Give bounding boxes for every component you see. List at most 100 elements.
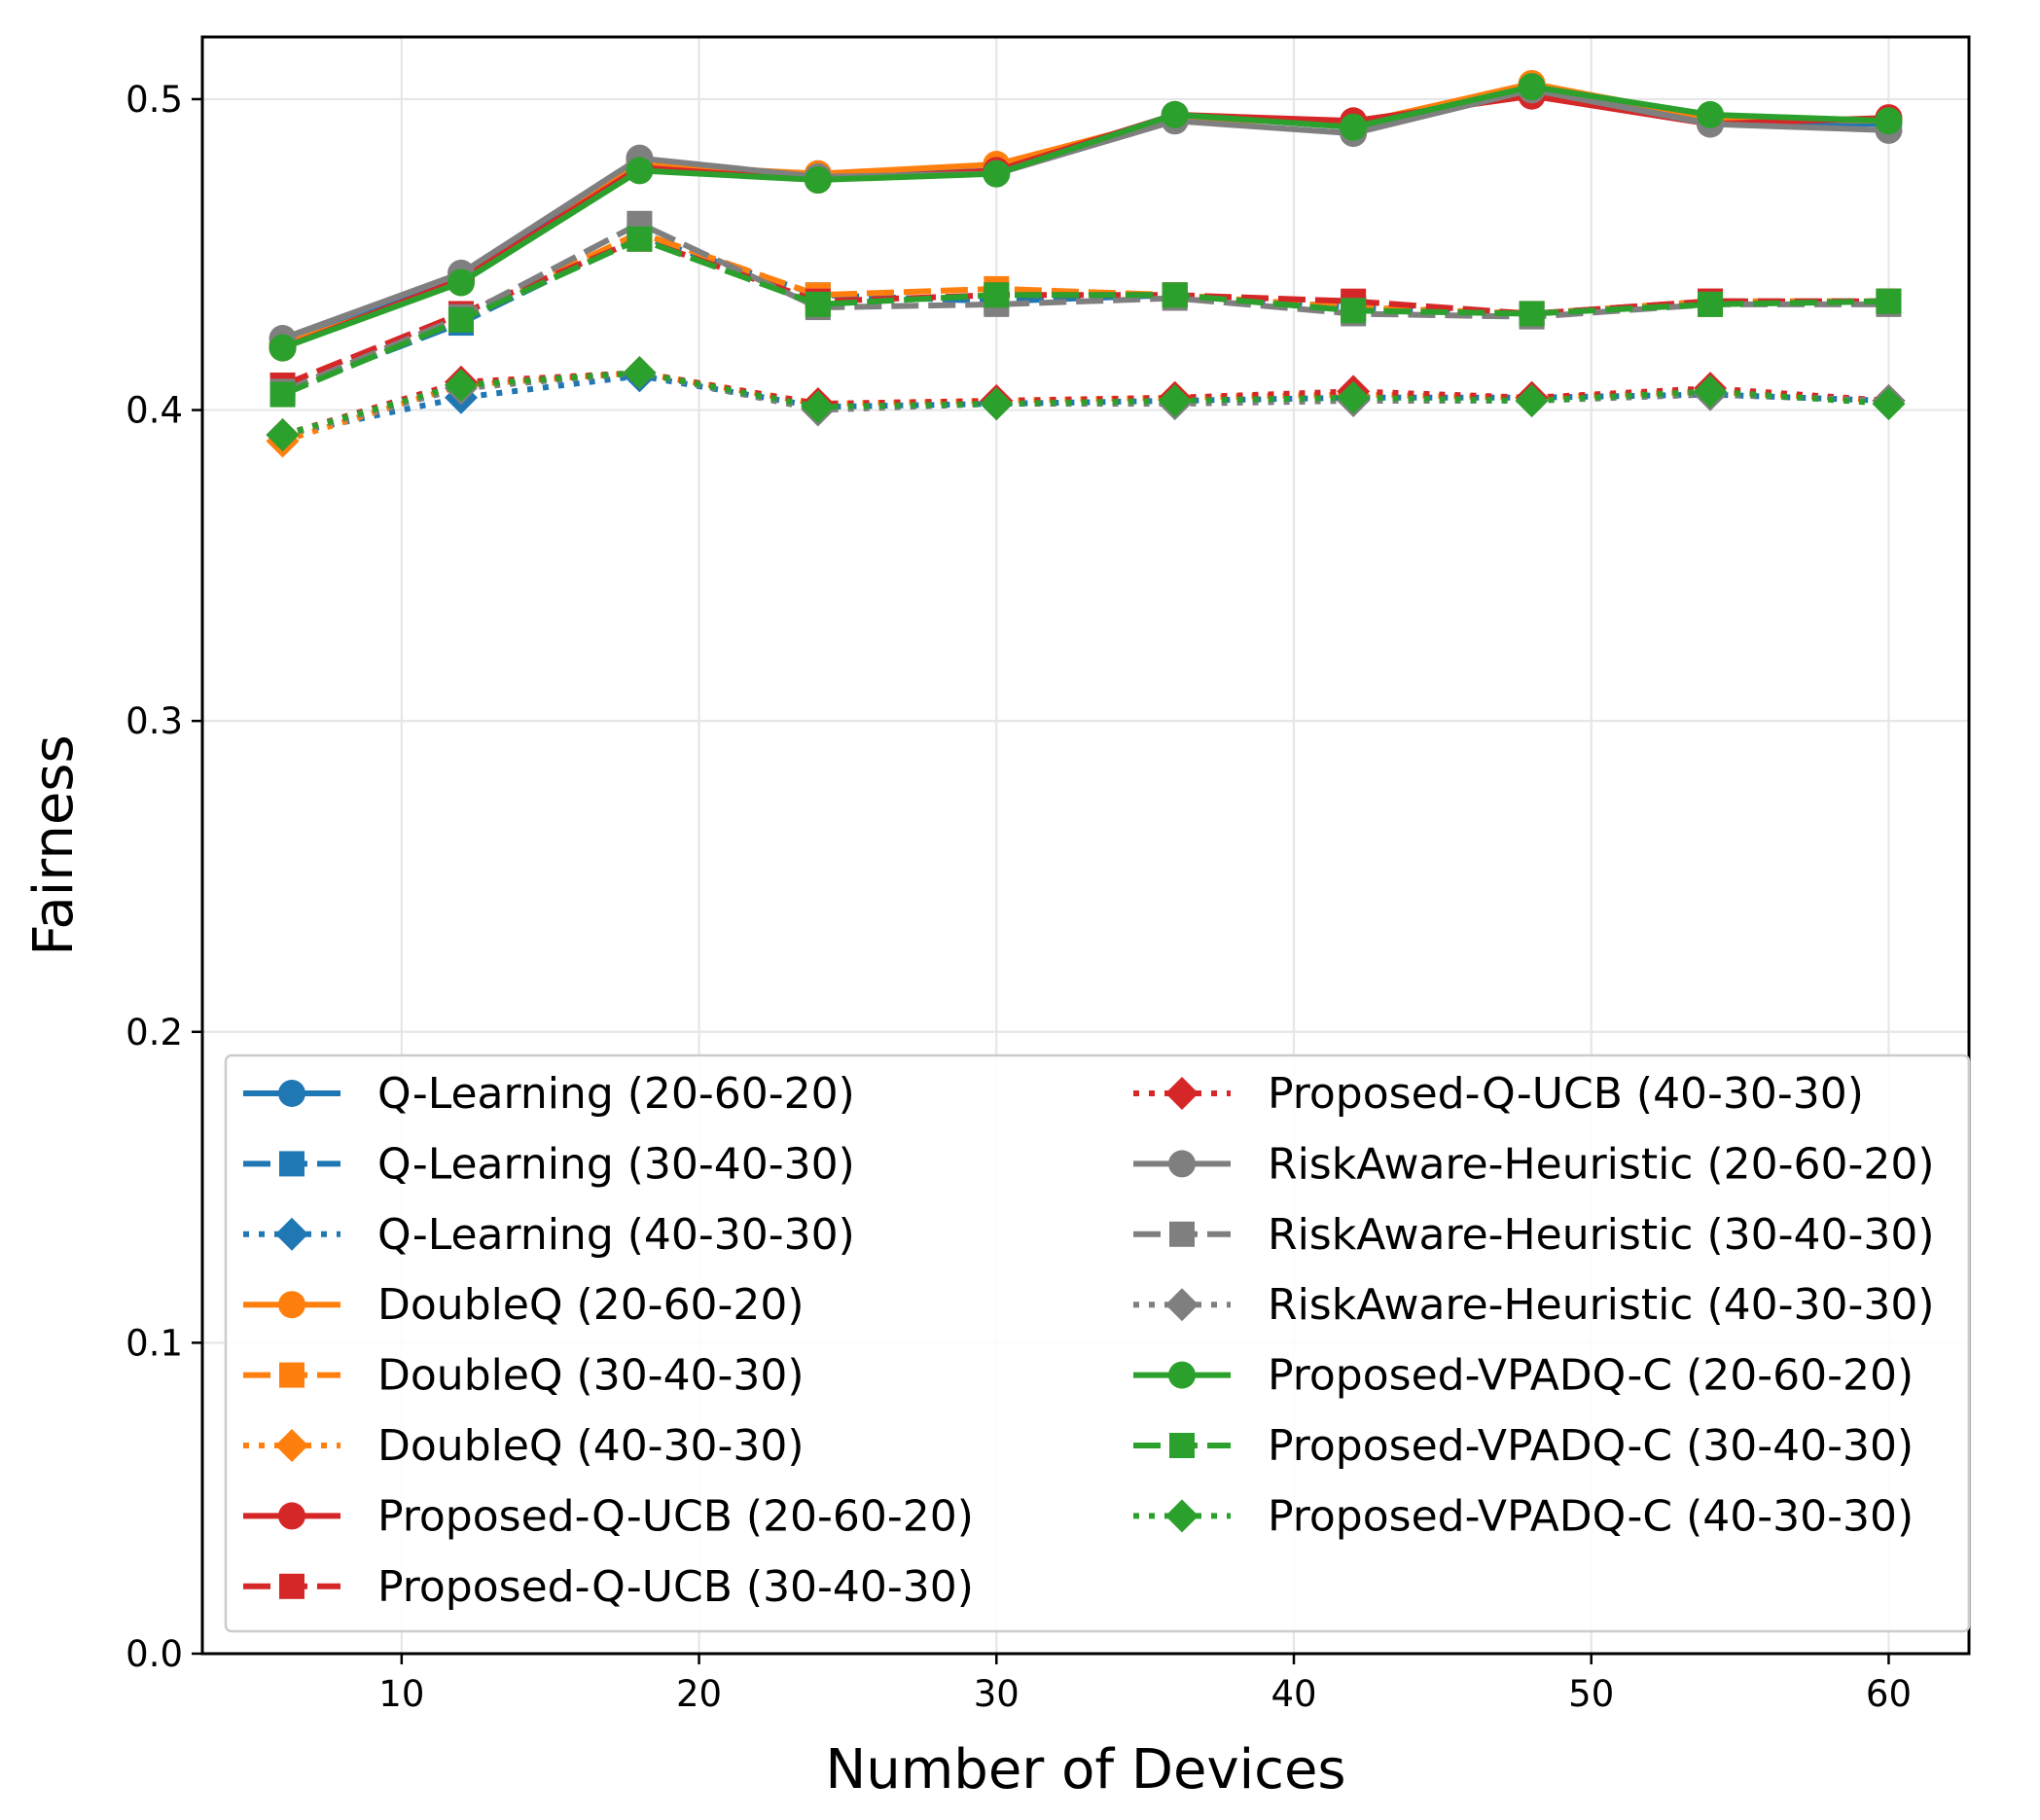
series-proposed-vpadq-c-20-60-20 [268, 73, 1903, 362]
legend-marker-circle [278, 1080, 305, 1107]
data-point-proposed-vpadq-c-20-60-20 [268, 334, 297, 362]
data-point-proposed-vpadq-c-40-30-30 [1694, 375, 1728, 409]
data-point-proposed-vpadq-c-20-60-20 [447, 268, 475, 297]
data-point-proposed-vpadq-c-30-40-30 [269, 381, 296, 408]
series-line-proposed-q-ucb-40-30-30 [281, 370, 1889, 438]
x-tick-label: 60 [1866, 1673, 1912, 1715]
legend-marker-diamond [275, 1217, 308, 1251]
y-tick-label: 0.4 [125, 390, 183, 432]
x-axis-title: Number of Devices [825, 1738, 1345, 1802]
data-point-proposed-vpadq-c-40-30-30 [1872, 387, 1906, 421]
legend-label: Proposed-Q-UCB (20-60-20) [377, 1491, 974, 1541]
series-proposed-vpadq-c-30-40-30 [269, 226, 1902, 408]
data-point-proposed-vpadq-c-30-40-30 [805, 291, 831, 317]
legend-marker-square [1169, 1433, 1195, 1458]
legend-marker-square [1169, 1221, 1195, 1247]
series-line-proposed-q-ucb-30-40-30 [281, 235, 1889, 388]
series-line-q-learning-30-40-30 [281, 232, 1889, 395]
legend-entry-riskaware-heuristic-40-30-30: RiskAware-Heuristic (40-30-30) [1133, 1280, 1935, 1330]
legend-label: DoubleQ (30-40-30) [377, 1351, 805, 1401]
x-tick-label: 50 [1568, 1673, 1614, 1715]
legend-box [224, 1053, 1971, 1633]
legend-entry-doubleq-20-60-20: DoubleQ (20-60-20) [243, 1280, 805, 1330]
y-tick-label: 0.0 [125, 1633, 183, 1675]
data-point-proposed-vpadq-c-30-40-30 [447, 306, 474, 333]
legend-entry-q-learning-20-60-20: Q-Learning (20-60-20) [243, 1069, 855, 1119]
legend-marker-square [279, 1573, 304, 1599]
legend-entry-proposed-q-ucb-30-40-30: Proposed-Q-UCB (30-40-30) [243, 1562, 974, 1612]
y-tick-label: 0.1 [125, 1322, 183, 1364]
legend-entry-proposed-q-ucb-20-60-20: Proposed-Q-UCB (20-60-20) [243, 1491, 974, 1541]
legend-label: Proposed-Q-UCB (30-40-30) [377, 1562, 974, 1612]
data-point-proposed-vpadq-c-30-40-30 [1519, 301, 1545, 327]
legend-entry-q-learning-40-30-30: Q-Learning (40-30-30) [243, 1210, 855, 1260]
series-line-doubleq-40-30-30 [281, 370, 1889, 445]
legend-label: DoubleQ (40-30-30) [377, 1421, 805, 1471]
legend-marker-diamond [1165, 1077, 1199, 1110]
legend-label: Proposed-VPADQ-C (40-30-30) [1268, 1491, 1914, 1541]
legend-marker-circle [278, 1502, 305, 1530]
legend-label: Q-Learning (30-40-30) [377, 1139, 855, 1189]
y-tick-label: 0.3 [125, 700, 183, 742]
legend-marker-circle [1168, 1361, 1196, 1389]
legend-marker-circle [278, 1291, 305, 1319]
data-point-proposed-vpadq-c-40-30-30 [623, 356, 657, 390]
data-point-proposed-vpadq-c-20-60-20 [1697, 100, 1725, 128]
legend-label: Proposed-Q-UCB (40-30-30) [1268, 1069, 1864, 1119]
data-point-proposed-vpadq-c-30-40-30 [1876, 288, 1902, 314]
data-point-proposed-vpadq-c-40-30-30 [980, 387, 1014, 421]
legend-entry-q-learning-30-40-30: Q-Learning (30-40-30) [243, 1139, 855, 1189]
series-group [266, 69, 1906, 458]
series-line-proposed-vpadq-c-40-30-30 [281, 370, 1889, 438]
legend-marker-diamond [275, 1429, 308, 1462]
data-point-proposed-vpadq-c-20-60-20 [804, 166, 832, 195]
series-line-doubleq-30-40-30 [281, 230, 1889, 395]
data-point-proposed-vpadq-c-30-40-30 [1698, 291, 1724, 317]
data-point-proposed-vpadq-c-20-60-20 [1518, 73, 1546, 101]
data-point-proposed-vpadq-c-20-60-20 [983, 160, 1011, 188]
plot-frame [200, 35, 1971, 1656]
data-point-proposed-vpadq-c-40-30-30 [1515, 383, 1549, 417]
data-point-proposed-vpadq-c-30-40-30 [1341, 298, 1367, 324]
legend-marker-square [279, 1151, 304, 1177]
legend-marker-circle [1168, 1150, 1196, 1178]
legend-marker-square [279, 1362, 304, 1388]
data-point-proposed-vpadq-c-30-40-30 [626, 226, 653, 252]
legend-entry-proposed-vpadq-c-20-60-20: Proposed-VPADQ-C (20-60-20) [1133, 1351, 1914, 1401]
series-doubleq-40-30-30 [266, 356, 1906, 458]
data-point-proposed-vpadq-c-20-60-20 [626, 157, 654, 185]
data-point-proposed-vpadq-c-40-30-30 [1337, 380, 1371, 414]
data-point-proposed-vpadq-c-20-60-20 [1340, 113, 1368, 141]
series-line-riskaware-heuristic-20-60-20 [281, 87, 1889, 341]
legend-entry-proposed-q-ucb-40-30-30: Proposed-Q-UCB (40-30-30) [1133, 1069, 1864, 1119]
x-tick-label: 30 [974, 1673, 1020, 1715]
data-point-proposed-vpadq-c-40-30-30 [266, 418, 300, 452]
data-point-proposed-vpadq-c-40-30-30 [444, 368, 478, 402]
x-tick-label: 10 [378, 1673, 424, 1715]
series-line-proposed-vpadq-c-30-40-30 [281, 235, 1889, 398]
legend-label: Q-Learning (40-30-30) [377, 1210, 855, 1260]
legend-entries: Q-Learning (20-60-20) Q-Learning (30-40-3… [243, 1069, 1935, 1612]
legend-entry-proposed-vpadq-c-30-40-30: Proposed-VPADQ-C (30-40-30) [1133, 1421, 1914, 1471]
axis-ticks: 10 20 30 40 50 60 0.0 0.1 0.2 0.3 0.4 0.5 [125, 79, 1912, 1715]
series-proposed-q-ucb-20-60-20 [268, 82, 1903, 362]
legend-label: RiskAware-Heuristic (20-60-20) [1268, 1139, 1935, 1189]
x-tick-label: 20 [676, 1673, 722, 1715]
legend-label: Proposed-VPADQ-C (20-60-20) [1268, 1351, 1914, 1401]
data-point-proposed-vpadq-c-40-30-30 [1158, 383, 1192, 417]
legend-marker-diamond [1165, 1499, 1199, 1533]
legend-entry-doubleq-40-30-30: DoubleQ (40-30-30) [243, 1421, 805, 1471]
data-point-proposed-vpadq-c-20-60-20 [1161, 100, 1189, 128]
series-proposed-vpadq-c-40-30-30 [266, 356, 1906, 452]
legend-entry-riskaware-heuristic-30-40-30: RiskAware-Heuristic (30-40-30) [1133, 1210, 1935, 1260]
legend-label: Q-Learning (20-60-20) [377, 1069, 855, 1119]
series-line-riskaware-heuristic-30-40-30 [281, 220, 1889, 395]
legend-entry-proposed-vpadq-c-40-30-30: Proposed-VPADQ-C (40-30-30) [1133, 1491, 1914, 1541]
y-axis-title: Fairness [22, 734, 86, 955]
legend: Q-Learning (20-60-20) Q-Learning (30-40-3… [224, 1053, 1971, 1633]
y-tick-label: 0.2 [125, 1012, 183, 1053]
legend-marker-diamond [1165, 1288, 1199, 1322]
legend-label: DoubleQ (20-60-20) [377, 1280, 805, 1330]
series-line-proposed-vpadq-c-20-60-20 [281, 84, 1889, 351]
